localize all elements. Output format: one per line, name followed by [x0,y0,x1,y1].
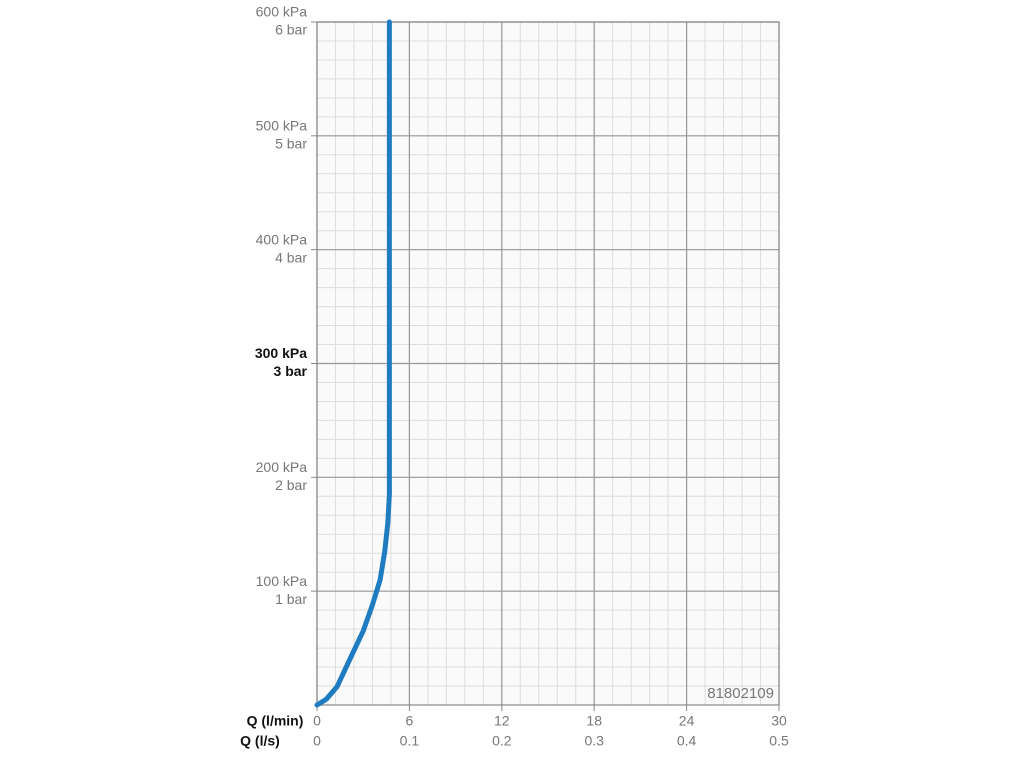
x2-tick-label: 0.3 [584,733,604,749]
y-tick-label: 300 kPa [255,345,307,361]
x2-axis-label: Q (l/s) [240,733,280,749]
y2-tick-label: 2 bar [275,477,307,493]
x2-tick-label: 0.1 [400,733,420,749]
x2-tick-label: 0.2 [492,733,512,749]
y2-tick-label: 1 bar [275,591,307,607]
x-tick-label: 12 [494,713,510,729]
y-tick-label: 600 kPa [256,4,308,20]
y2-tick-label: 6 bar [275,22,307,38]
y2-tick-label: 4 bar [275,249,307,265]
grid [316,21,780,705]
y-tick-label: 200 kPa [256,459,308,475]
x-tick-label: 30 [771,713,787,729]
x-tick-label: 18 [586,713,602,729]
x-axis-label: Q (l/min) [247,713,304,729]
x-tick-label: 6 [406,713,414,729]
x2-tick-label: 0.4 [677,733,697,749]
annotation: 81802109 [707,685,774,702]
y2-tick-label: 3 bar [274,363,308,379]
x-tick-label: 24 [679,713,695,729]
y-tick-label: 500 kPa [256,118,308,134]
x2-tick-label: 0.5 [769,733,789,749]
flow-curve [314,19,392,708]
y-tick-label: 400 kPa [256,231,308,247]
x2-tick-label: 0 [313,733,321,749]
x-tick-label: 0 [313,713,321,729]
y-tick-label: 100 kPa [256,573,308,589]
y2-tick-label: 5 bar [275,136,307,152]
